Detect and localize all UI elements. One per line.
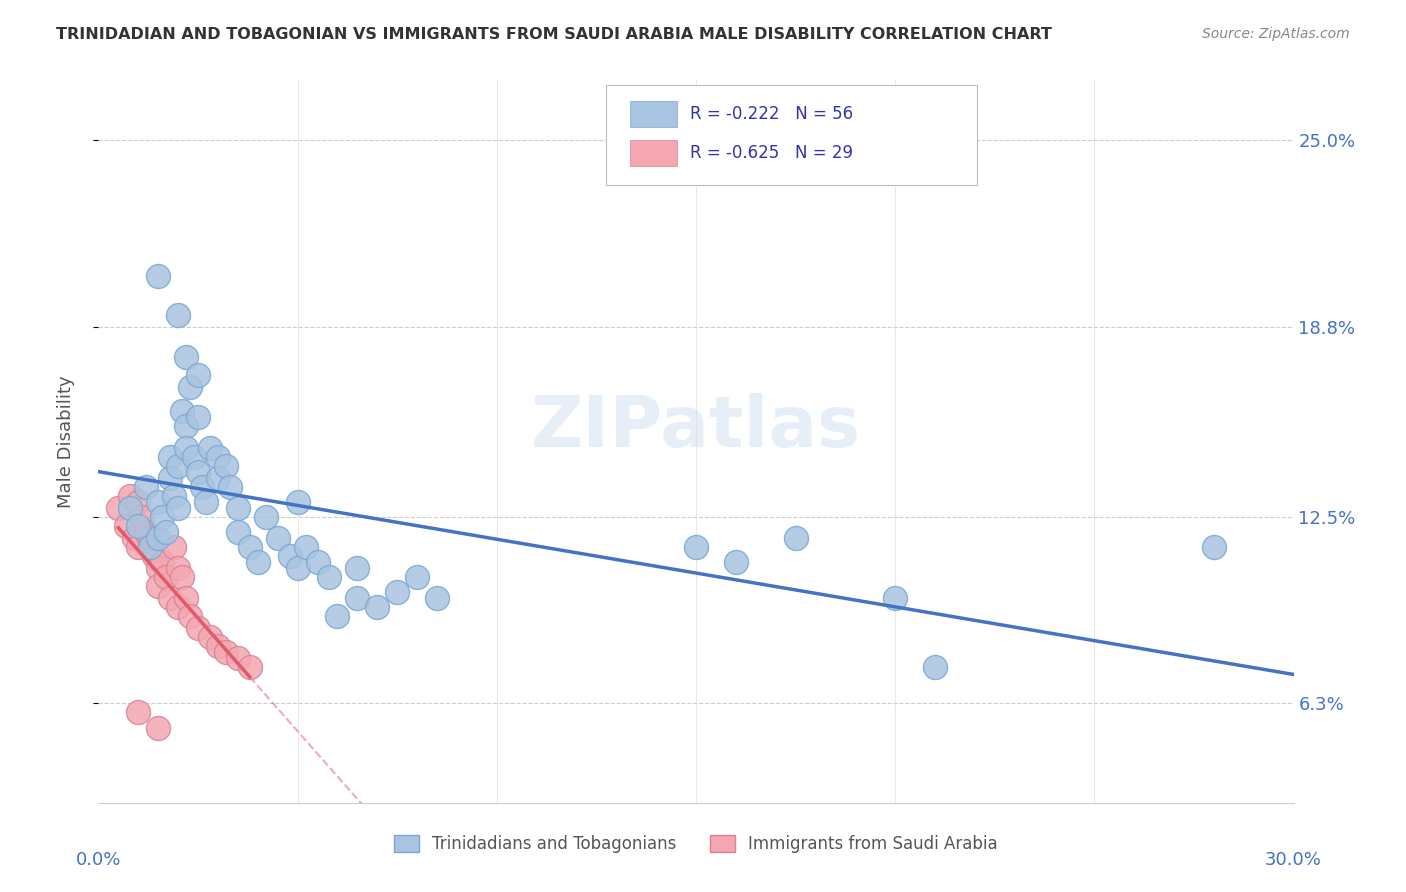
- Point: [346, 591, 368, 606]
- Point: [183, 450, 205, 464]
- Point: [127, 706, 149, 720]
- Legend: Trinidadians and Tobagonians, Immigrants from Saudi Arabia: Trinidadians and Tobagonians, Immigrants…: [387, 828, 1005, 860]
- Y-axis label: Male Disability: Male Disability: [56, 376, 75, 508]
- Point: [187, 410, 209, 425]
- Point: [179, 609, 201, 624]
- Point: [167, 308, 190, 322]
- Text: 0.0%: 0.0%: [76, 851, 121, 869]
- Point: [139, 531, 162, 545]
- FancyBboxPatch shape: [630, 101, 676, 128]
- Point: [278, 549, 301, 563]
- Point: [267, 531, 290, 545]
- FancyBboxPatch shape: [630, 140, 676, 166]
- Point: [785, 531, 807, 545]
- Point: [187, 621, 209, 635]
- FancyBboxPatch shape: [606, 86, 977, 185]
- Point: [385, 585, 409, 599]
- Point: [163, 540, 186, 554]
- Point: [163, 489, 186, 503]
- Point: [198, 630, 221, 644]
- Point: [174, 591, 197, 606]
- Point: [246, 555, 269, 569]
- Point: [148, 561, 170, 575]
- Point: [215, 458, 238, 473]
- Point: [215, 645, 238, 659]
- Point: [127, 494, 149, 508]
- Point: [159, 450, 181, 464]
- Point: [127, 519, 149, 533]
- Point: [191, 480, 214, 494]
- Point: [120, 500, 142, 515]
- Point: [187, 368, 209, 383]
- Point: [172, 404, 194, 418]
- Point: [219, 480, 242, 494]
- Point: [287, 494, 309, 508]
- Point: [148, 579, 170, 593]
- Point: [884, 591, 907, 606]
- Point: [143, 549, 166, 563]
- Point: [174, 441, 197, 455]
- Point: [155, 524, 177, 539]
- Point: [148, 531, 170, 545]
- Point: [207, 639, 229, 653]
- Point: [307, 555, 329, 569]
- Point: [366, 600, 388, 615]
- Point: [150, 509, 173, 524]
- Text: R = -0.222   N = 56: R = -0.222 N = 56: [690, 105, 853, 123]
- Point: [239, 660, 262, 674]
- Point: [115, 519, 138, 533]
- Point: [426, 591, 449, 606]
- Point: [346, 561, 368, 575]
- Point: [148, 268, 170, 283]
- Point: [254, 509, 277, 524]
- Point: [724, 555, 747, 569]
- Point: [159, 471, 181, 485]
- Point: [179, 380, 201, 394]
- Point: [406, 570, 429, 584]
- Point: [148, 494, 170, 508]
- Point: [120, 489, 142, 503]
- Point: [174, 350, 197, 364]
- Point: [131, 509, 153, 524]
- Point: [226, 500, 249, 515]
- Text: TRINIDADIAN AND TOBAGONIAN VS IMMIGRANTS FROM SAUDI ARABIA MALE DISABILITY CORRE: TRINIDADIAN AND TOBAGONIAN VS IMMIGRANTS…: [56, 27, 1052, 42]
- Text: Source: ZipAtlas.com: Source: ZipAtlas.com: [1202, 27, 1350, 41]
- Point: [139, 540, 162, 554]
- Point: [107, 500, 129, 515]
- Point: [159, 591, 181, 606]
- Point: [127, 540, 149, 554]
- Point: [226, 524, 249, 539]
- Point: [124, 531, 146, 545]
- Point: [148, 721, 170, 735]
- Point: [167, 500, 190, 515]
- Point: [326, 609, 349, 624]
- Point: [685, 540, 707, 554]
- Point: [174, 419, 197, 434]
- Point: [1202, 540, 1225, 554]
- Point: [226, 651, 249, 665]
- Point: [287, 561, 309, 575]
- Point: [207, 471, 229, 485]
- Point: [924, 660, 946, 674]
- Text: 30.0%: 30.0%: [1265, 851, 1322, 869]
- Point: [195, 494, 218, 508]
- Text: R = -0.625   N = 29: R = -0.625 N = 29: [690, 145, 853, 162]
- Point: [207, 450, 229, 464]
- Point: [172, 570, 194, 584]
- Point: [167, 600, 190, 615]
- Point: [239, 540, 262, 554]
- Point: [155, 570, 177, 584]
- Point: [318, 570, 340, 584]
- Point: [135, 480, 157, 494]
- Text: ZIPatlas: ZIPatlas: [531, 392, 860, 461]
- Point: [167, 458, 190, 473]
- Point: [187, 465, 209, 479]
- Point: [294, 540, 316, 554]
- Point: [167, 561, 190, 575]
- Point: [150, 555, 173, 569]
- Point: [135, 524, 157, 539]
- Point: [198, 441, 221, 455]
